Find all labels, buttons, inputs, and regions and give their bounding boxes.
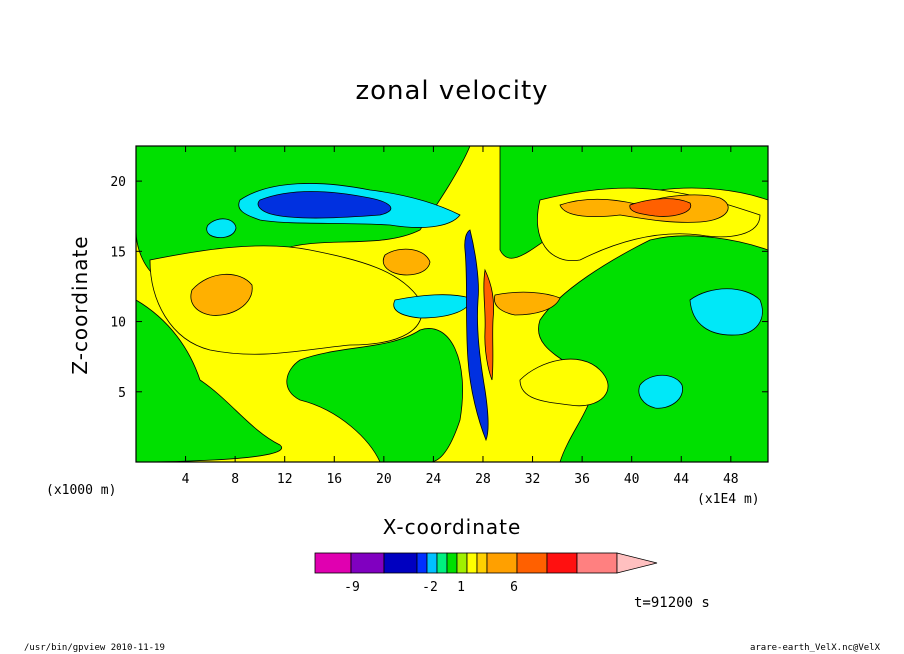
colorbar-swatch [576, 552, 618, 574]
cyan-region-lower-right [638, 374, 683, 409]
cyan-blob-left [206, 218, 237, 239]
orange-jet-right [493, 291, 561, 316]
orange-blob-left [190, 273, 253, 316]
x-axis: 4 8 12 16 20 24 28 32 36 40 44 48 [182, 146, 739, 487]
colorbar-swatch [314, 552, 352, 574]
y-tick-label: 5 [118, 386, 126, 401]
plot-frame [135, 145, 769, 463]
cyan-region-right [689, 288, 763, 336]
yellow-central-left [149, 245, 423, 355]
colorbar-swatch [476, 552, 488, 574]
x-tick-label: 48 [723, 472, 739, 487]
y-tick-label: 15 [110, 245, 126, 260]
y-unit-label: (x1000 m) [46, 483, 117, 498]
x-tick-label: 40 [624, 472, 640, 487]
colorbar-swatch [350, 552, 385, 574]
colorbar-swatch [546, 552, 578, 574]
dark-orange-upper-right [629, 198, 692, 217]
x-tick-label: 12 [277, 472, 293, 487]
chart-title: zonal velocity [355, 76, 549, 106]
x-tick-label: 24 [426, 472, 442, 487]
colorbar-label: -2 [422, 580, 438, 595]
colorbar-arrow [616, 552, 658, 574]
x-tick-label: 4 [182, 472, 190, 487]
green-region-lower-left [286, 328, 463, 462]
blue-band-upper [257, 191, 392, 219]
colorbar-swatch [426, 552, 438, 574]
x-axis-label: X-coordinate [382, 515, 522, 539]
colorbar-swatch [456, 552, 468, 574]
colorbar-swatch [416, 552, 428, 574]
colorbar-swatch [486, 552, 518, 574]
colorbar-swatch [383, 552, 418, 574]
x-tick-label: 32 [525, 472, 541, 487]
y-tick-label: 20 [110, 175, 126, 190]
x-tick-label: 20 [376, 472, 392, 487]
colorbar-swatch [466, 552, 478, 574]
x-unit-label: (x1E4 m) [697, 492, 760, 507]
colorbar-label: 1 [457, 580, 465, 595]
orange-blob-mid [382, 248, 431, 276]
y-axis-label: Z-coordinate [68, 235, 92, 375]
yellow-lower-right [519, 358, 609, 407]
x-tick-label: 44 [673, 472, 689, 487]
cyan-jet-left [393, 294, 471, 319]
x-tick-label: 36 [574, 472, 590, 487]
contour-field [136, 146, 768, 462]
colorbar-swatch [436, 552, 448, 574]
colorbar-swatch [516, 552, 548, 574]
colorbar: -9 -2 1 6 [314, 552, 658, 595]
x-tick-label: 16 [326, 472, 342, 487]
x-tick-label: 28 [475, 472, 491, 487]
footer-left: /usr/bin/gpview 2010-11-19 [24, 643, 165, 653]
time-annotation: t=91200 s [634, 595, 710, 611]
colorbar-swatch [446, 552, 458, 574]
red-jet-core [483, 268, 494, 381]
y-tick-label: 10 [110, 316, 126, 331]
footer-right: arare-earth_VelX.nc@VelX [749, 643, 880, 653]
y-axis: 5 10 15 20 [110, 175, 768, 401]
colorbar-label: 6 [510, 580, 518, 595]
x-tick-label: 8 [231, 472, 239, 487]
blue-jet-core [464, 229, 489, 442]
colorbar-label: -9 [344, 580, 360, 595]
